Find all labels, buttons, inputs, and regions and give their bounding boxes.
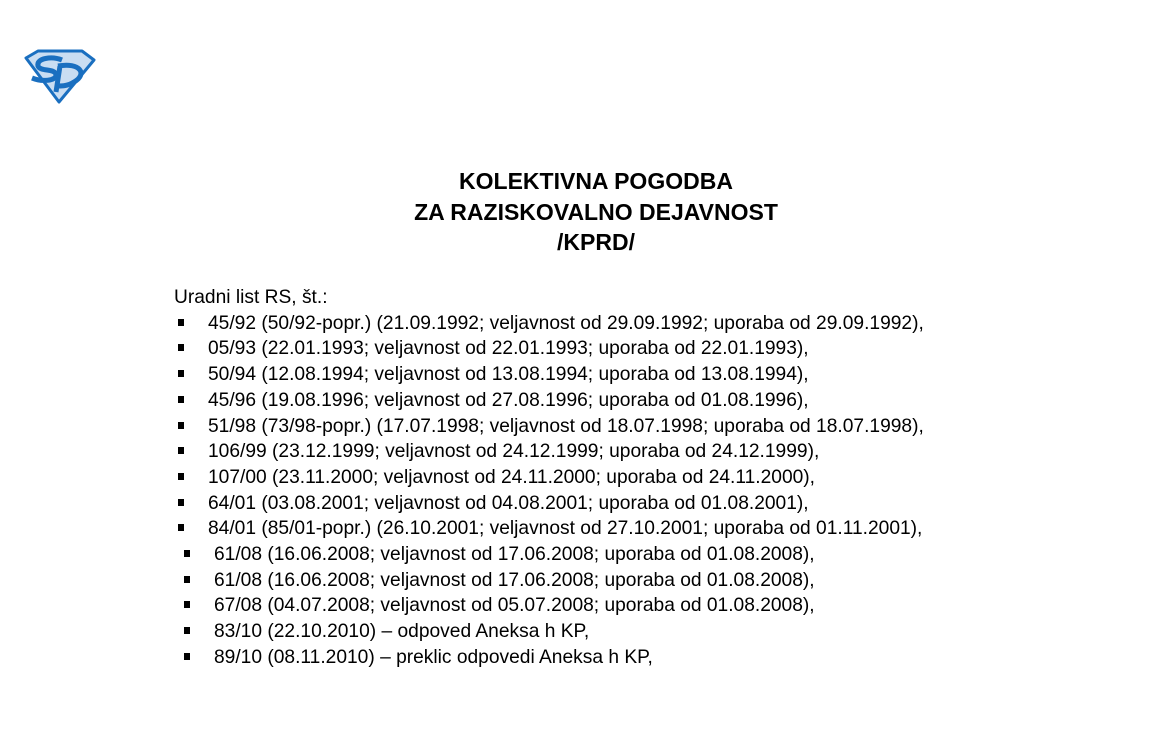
square-bullet-icon (178, 318, 184, 326)
list-item-text: 83/10 (22.10.2010) – odpoved Aneksa h KP… (214, 621, 590, 643)
title-line-3: /KPRD/ (557, 229, 635, 255)
title-line-1: KOLEKTIVNA POGODBA (459, 168, 733, 194)
square-bullet-icon (178, 472, 184, 480)
square-bullet-icon (184, 601, 190, 609)
list-item-text: 61/08 (16.06.2008; veljavnost od 17.06.2… (214, 544, 815, 566)
list-item: 50/94 (12.08.1994; veljavnost od 13.08.1… (138, 362, 928, 388)
list-item: 89/10 (08.11.2010) – preklic odpovedi An… (138, 645, 928, 671)
square-bullet-icon (178, 447, 184, 455)
square-bullet-icon (178, 524, 184, 532)
list-item-text: 45/96 (19.08.1996; veljavnost od 27.08.1… (208, 389, 809, 411)
list-item: 45/92 (50/92-popr.) (21.09.1992; veljavn… (138, 311, 928, 337)
list-item: 84/01 (85/01-popr.) (26.10.2001; veljavn… (138, 516, 928, 542)
list-item: 05/93 (22.01.1993; veljavnost od 22.01.1… (138, 336, 928, 362)
intro-text: Uradni list RS, št.: (174, 287, 328, 308)
title-line-2: ZA RAZISKOVALNO DEJAVNOST (414, 198, 778, 225)
list-item: 106/99 (23.12.1999; veljavnost od 24.12.… (138, 439, 928, 465)
list-item-text: 67/08 (04.07.2008; veljavnost od 05.07.2… (214, 595, 815, 617)
list-item-text: 106/99 (23.12.1999; veljavnost od 24.12.… (208, 441, 820, 463)
list-item-text: 50/94 (12.08.1994; veljavnost od 13.08.1… (208, 364, 809, 386)
square-bullet-icon (184, 652, 190, 660)
list-item-text: 05/93 (22.01.1993; veljavnost od 22.01.1… (208, 338, 809, 360)
list-item: 107/00 (23.11.2000; veljavnost od 24.11.… (138, 465, 928, 491)
square-bullet-icon (178, 344, 184, 352)
list-item: 67/08 (04.07.2008; veljavnost od 05.07.2… (138, 593, 928, 619)
list-item-text: 51/98 (73/98-popr.) (17.07.1998; veljavn… (208, 415, 924, 437)
list-item: 83/10 (22.10.2010) – odpoved Aneksa h KP… (138, 619, 928, 645)
document-body: Uradni list RS, št.: 45/92 (50/92-popr.)… (138, 285, 928, 671)
gazette-list: 45/92 (50/92-popr.) (21.09.1992; veljavn… (138, 311, 928, 671)
list-item-text: 45/92 (50/92-popr.) (21.09.1992; veljavn… (208, 312, 924, 334)
document-title: KOLEKTIVNA POGODBA ZA RAZISKOVALNO DEJAV… (396, 166, 796, 258)
list-item: 51/98 (73/98-popr.) (17.07.1998; veljavn… (138, 414, 928, 440)
square-bullet-icon (178, 421, 184, 429)
list-item-text: 89/10 (08.11.2010) – preklic odpovedi An… (214, 646, 653, 668)
square-bullet-icon (178, 498, 184, 506)
list-item-text: 84/01 (85/01-popr.) (26.10.2001; veljavn… (208, 518, 923, 540)
square-bullet-icon (178, 370, 184, 378)
list-item: 61/08 (16.06.2008; veljavnost od 17.06.2… (138, 568, 928, 594)
square-bullet-icon (184, 575, 190, 583)
sd-logo (22, 48, 96, 104)
square-bullet-icon (184, 627, 190, 635)
list-item: 45/96 (19.08.1996; veljavnost od 27.08.1… (138, 388, 928, 414)
square-bullet-icon (178, 395, 184, 403)
list-item: 64/01 (03.08.2001; veljavnost od 04.08.2… (138, 491, 928, 517)
list-item-text: 64/01 (03.08.2001; veljavnost od 04.08.2… (208, 492, 809, 514)
list-item-text: 61/08 (16.06.2008; veljavnost od 17.06.2… (214, 569, 815, 591)
list-item: 61/08 (16.06.2008; veljavnost od 17.06.2… (138, 542, 928, 568)
list-item-text: 107/00 (23.11.2000; veljavnost od 24.11.… (208, 466, 816, 488)
square-bullet-icon (184, 550, 190, 558)
